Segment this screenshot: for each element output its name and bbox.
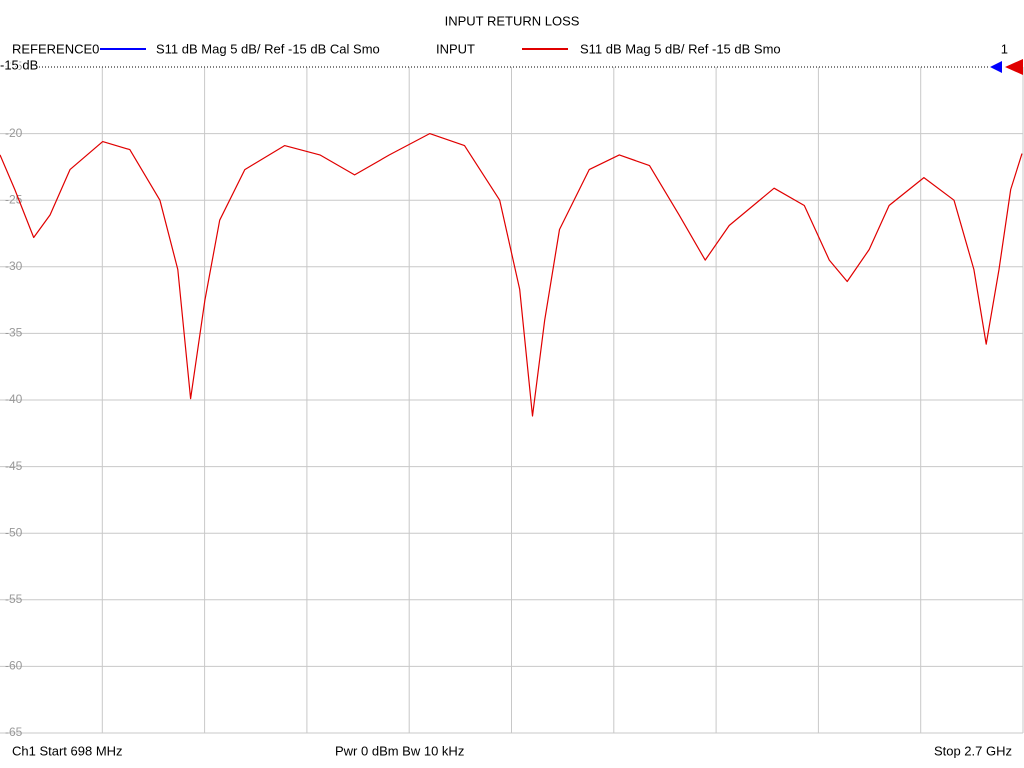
power-label: Pwr 0 dBm Bw 10 kHz	[335, 743, 464, 758]
y-tick-label: -60	[5, 659, 23, 673]
legend-name: INPUT	[436, 41, 475, 56]
legend-description: S11 dB Mag 5 dB/ Ref -15 dB Smo	[580, 41, 781, 56]
start-label: Ch1 Start 698 MHz	[12, 743, 123, 758]
reference-label: -15 dB	[0, 57, 38, 72]
y-tick-label: -30	[5, 259, 23, 273]
chart-title: INPUT RETURN LOSS	[445, 13, 580, 28]
y-tick-label: -55	[5, 592, 23, 606]
y-tick-label: -25	[5, 192, 23, 206]
reference-description: S11 dB Mag 5 dB/ Ref -15 dB Cal Smo	[156, 41, 380, 56]
reference-marker	[990, 61, 1002, 73]
y-tick-label: -40	[5, 392, 23, 406]
y-tick-label: -15	[5, 59, 23, 73]
y-tick-label: -20	[5, 126, 23, 140]
channel-marker: 1	[1001, 41, 1008, 56]
stop-label: Stop 2.7 GHz	[934, 743, 1012, 758]
y-tick-label: -35	[5, 326, 23, 340]
trace	[0, 133, 1023, 417]
reference-name: REFERENCE0	[12, 41, 99, 56]
y-tick-label: -65	[5, 725, 23, 739]
y-tick-label: -50	[5, 525, 23, 539]
trace-marker	[1005, 59, 1023, 75]
y-tick-label: -45	[5, 459, 23, 473]
